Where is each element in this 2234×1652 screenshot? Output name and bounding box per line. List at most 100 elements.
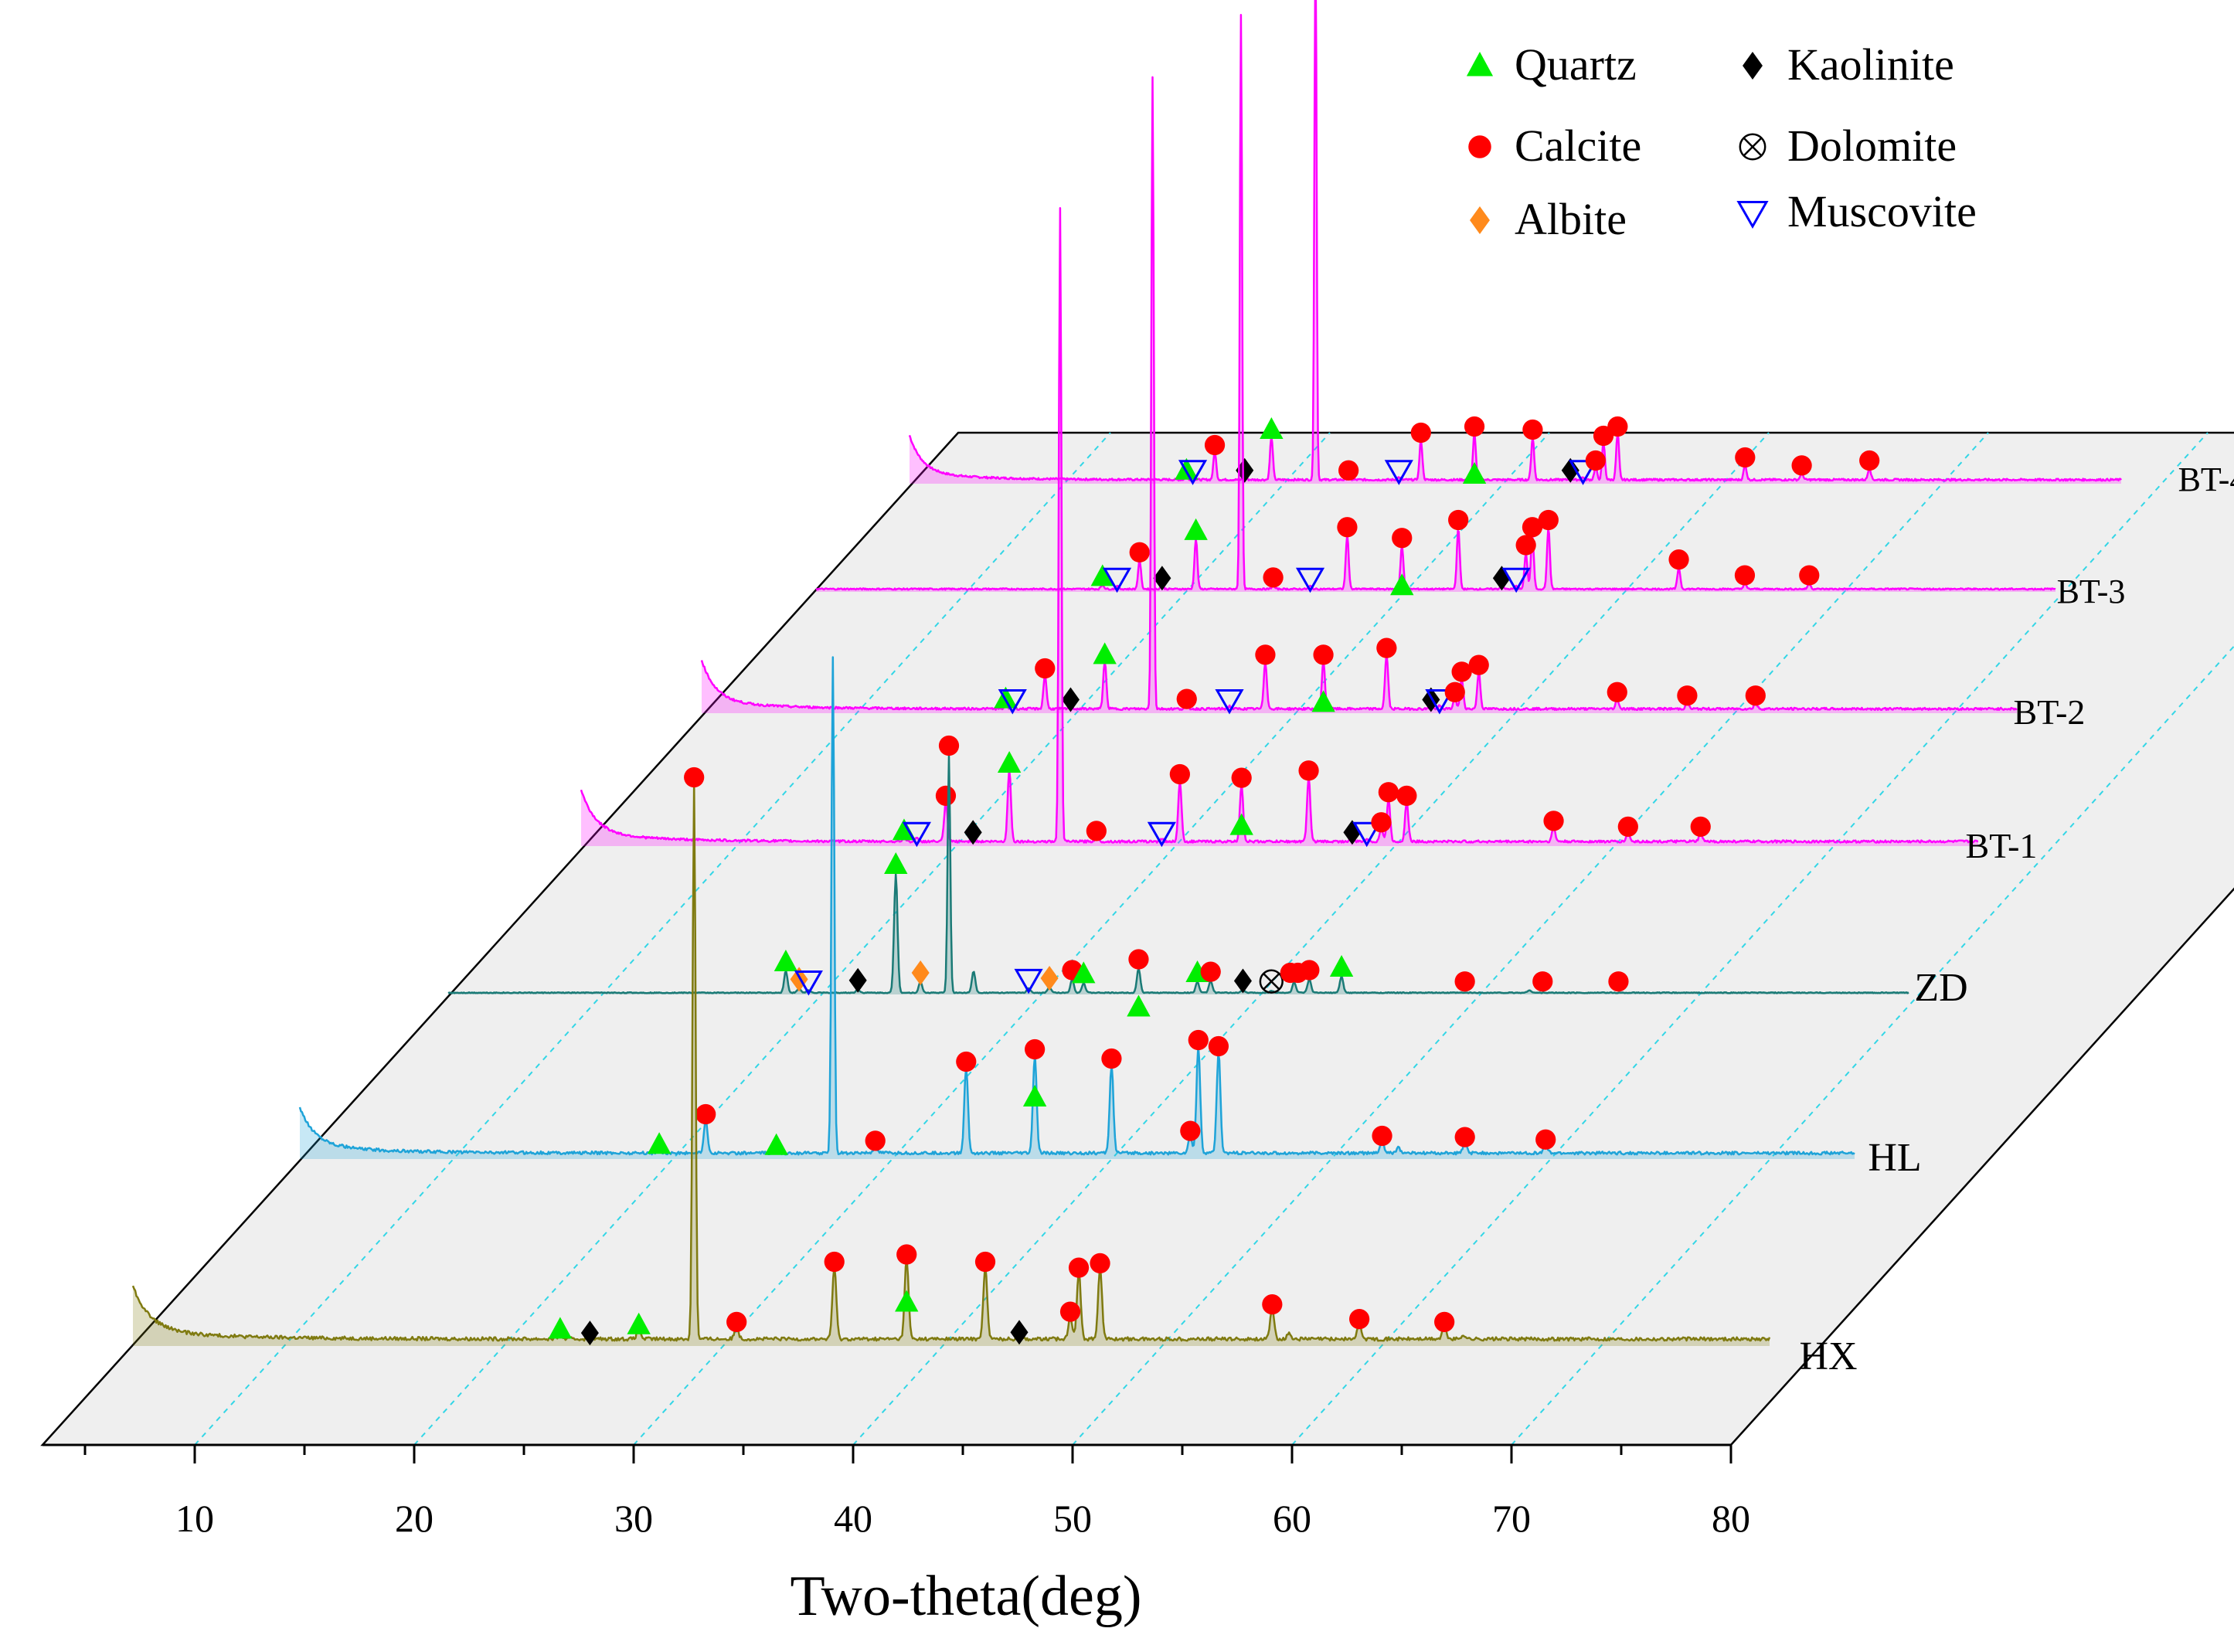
quartz-marker [895, 1290, 919, 1312]
phase-markers [774, 735, 1629, 1017]
legend-label: Kaolinite [1787, 39, 1954, 90]
calcite-marker [1200, 961, 1221, 982]
marker-quartz [1175, 457, 1199, 480]
series-group [131, 0, 2122, 1346]
calcite-marker [1337, 517, 1358, 538]
calcite-marker [896, 1244, 917, 1265]
calcite-marker [1231, 767, 1252, 788]
marker-calcite [1464, 416, 1485, 437]
marker-calcite [1454, 971, 1475, 992]
muscovite-marker [1501, 567, 1531, 593]
kaolinite-marker [848, 967, 867, 993]
calcite-marker [1607, 416, 1628, 437]
marker-quartz [1184, 518, 1208, 540]
x-tick-label: 10 [175, 1497, 214, 1540]
marker-muscovite [1178, 460, 1208, 485]
marker-calcite [684, 767, 705, 788]
calcite-marker [1799, 565, 1820, 586]
marker-calcite [1338, 460, 1359, 481]
marker-calcite [1538, 509, 1559, 531]
marker-calcite [1372, 1125, 1392, 1147]
marker-calcite [956, 1051, 977, 1072]
quartz-marker [884, 852, 908, 874]
marker-calcite [1025, 1038, 1046, 1060]
calcite-marker [1522, 419, 1543, 440]
phase-markers [1175, 416, 1880, 485]
marker-calcite [1444, 682, 1465, 702]
calcite-marker [1607, 682, 1627, 702]
muscovite-marker [1736, 201, 1769, 229]
marker-kaolinite [580, 1321, 599, 1346]
marker-quartz [1072, 961, 1096, 984]
kaolinite-marker [964, 820, 982, 845]
marker-calcite [1035, 658, 1056, 679]
muscovite-marker [998, 688, 1027, 715]
quartz-marker [1329, 955, 1354, 977]
albite-marker [1040, 966, 1059, 991]
marker-calcite [1059, 1301, 1081, 1322]
marker-quartz [1090, 564, 1114, 586]
series-line [447, 754, 1909, 994]
quartz-marker [1072, 961, 1096, 984]
marker-calcite [1515, 535, 1536, 556]
grid-line [1072, 432, 1989, 1446]
calcite-marker [1299, 960, 1320, 981]
marker-calcite [1255, 644, 1276, 665]
marker-calcite [1392, 528, 1413, 549]
marker-calcite [938, 735, 960, 756]
marker-calcite [1263, 567, 1284, 588]
marker-calcite [1859, 450, 1880, 471]
quartz-marker [1311, 690, 1335, 712]
marker-calcite [1313, 644, 1334, 665]
marker-calcite [1090, 1253, 1110, 1274]
calcite-marker [1532, 971, 1553, 992]
marker-muscovite [1501, 567, 1531, 593]
legend-marker [1743, 52, 1763, 80]
marker-calcite [1262, 1293, 1283, 1315]
marker-calcite [1617, 816, 1638, 837]
series-line [298, 656, 1855, 1156]
series-line [580, 206, 1978, 844]
marker-kaolinite [1233, 968, 1252, 994]
calcite-marker [1059, 1301, 1081, 1322]
legend-label: Albite [1515, 194, 1627, 244]
marker-calcite [1128, 949, 1149, 970]
legend-label: Calcite [1515, 121, 1641, 171]
quartz-marker [1390, 573, 1414, 596]
dolomite-marker [1259, 969, 1284, 994]
marker-calcite [1522, 517, 1543, 538]
marker-muscovite [1102, 567, 1132, 593]
albite-marker [911, 960, 930, 985]
quartz-marker [647, 1132, 672, 1154]
marker-quartz [627, 1312, 651, 1334]
marker-muscovite [1014, 968, 1043, 994]
series-label-bt-4: BT-4 [2178, 461, 2234, 498]
series-hl [298, 656, 1855, 1159]
grid-line [633, 432, 1550, 1446]
calcite-marker [1468, 135, 1491, 158]
marker-calcite [1298, 760, 1319, 781]
marker-calcite [1451, 661, 1472, 682]
legend-marker [1466, 52, 1494, 76]
marker-calcite [1532, 971, 1553, 992]
calcite-marker [1735, 447, 1756, 468]
marker-kaolinite [1061, 687, 1080, 712]
albite-marker [1470, 206, 1490, 234]
marker-calcite [695, 1103, 716, 1125]
marker-muscovite [902, 821, 931, 848]
marker-calcite [1677, 685, 1698, 706]
quartz-marker [1260, 417, 1284, 439]
marker-quartz [1260, 417, 1284, 439]
marker-albite [911, 960, 930, 985]
marker-quartz [1329, 955, 1354, 977]
calcite-marker [1169, 763, 1190, 785]
legend-marker [1739, 133, 1766, 161]
series-line [131, 780, 1771, 1342]
dolomite-marker [1739, 133, 1766, 161]
series-bt-4 [908, 0, 2122, 485]
marker-calcite [1745, 685, 1766, 706]
phase-markers [994, 637, 1766, 715]
calcite-marker [1338, 460, 1359, 481]
calcite-marker [1454, 971, 1475, 992]
